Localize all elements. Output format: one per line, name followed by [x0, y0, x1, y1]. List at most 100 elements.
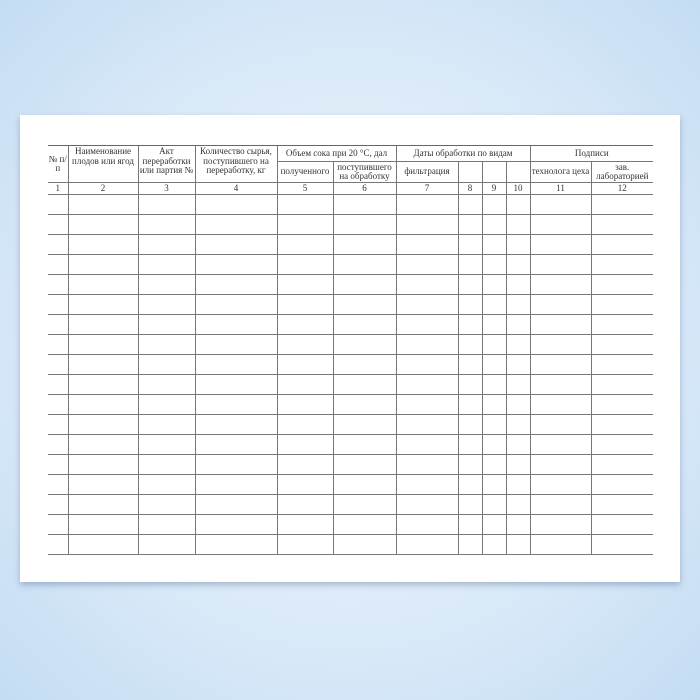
table-cell[interactable]	[194, 314, 278, 335]
table-cell[interactable]	[276, 254, 334, 275]
table-cell[interactable]	[67, 214, 139, 235]
table-cell[interactable]	[332, 194, 397, 215]
table-cell[interactable]	[194, 334, 278, 355]
table-cell[interactable]	[137, 494, 196, 515]
table-cell[interactable]	[481, 454, 507, 475]
table-cell[interactable]	[276, 474, 334, 495]
table-cell[interactable]	[457, 314, 483, 335]
table-cell[interactable]	[67, 434, 139, 455]
table-cell[interactable]	[332, 514, 397, 535]
table-cell[interactable]	[505, 454, 531, 475]
table-cell[interactable]	[529, 474, 592, 495]
table-cell[interactable]	[332, 414, 397, 435]
table-cell[interactable]	[505, 374, 531, 395]
table-cell[interactable]	[457, 274, 483, 295]
table-cell[interactable]	[590, 194, 654, 215]
table-cell[interactable]	[505, 354, 531, 375]
table-cell[interactable]	[332, 434, 397, 455]
table-cell[interactable]	[395, 454, 459, 475]
table-cell[interactable]	[590, 494, 654, 515]
table-cell[interactable]	[332, 234, 397, 255]
table-cell[interactable]	[395, 474, 459, 495]
table-cell[interactable]	[505, 434, 531, 455]
table-cell[interactable]	[67, 314, 139, 335]
table-cell[interactable]	[529, 374, 592, 395]
table-cell[interactable]	[137, 274, 196, 295]
table-cell[interactable]	[332, 334, 397, 355]
table-cell[interactable]	[505, 254, 531, 275]
table-cell[interactable]	[137, 314, 196, 335]
table-cell[interactable]	[194, 494, 278, 515]
table-cell[interactable]	[505, 534, 531, 555]
table-cell[interactable]	[332, 534, 397, 555]
table-cell[interactable]	[48, 354, 69, 375]
table-cell[interactable]	[481, 274, 507, 295]
table-cell[interactable]	[481, 194, 507, 215]
table-cell[interactable]	[67, 374, 139, 395]
table-cell[interactable]	[481, 354, 507, 375]
table-cell[interactable]	[457, 374, 483, 395]
table-cell[interactable]	[505, 494, 531, 515]
table-cell[interactable]	[395, 314, 459, 335]
table-cell[interactable]	[457, 434, 483, 455]
table-cell[interactable]	[194, 354, 278, 375]
table-cell[interactable]	[67, 514, 139, 535]
table-cell[interactable]	[137, 434, 196, 455]
table-cell[interactable]	[67, 414, 139, 435]
table-cell[interactable]	[505, 334, 531, 355]
table-cell[interactable]	[457, 534, 483, 555]
table-cell[interactable]	[457, 214, 483, 235]
table-cell[interactable]	[137, 234, 196, 255]
table-cell[interactable]	[505, 474, 531, 495]
table-cell[interactable]	[332, 254, 397, 275]
table-cell[interactable]	[529, 414, 592, 435]
table-cell[interactable]	[505, 214, 531, 235]
table-cell[interactable]	[332, 214, 397, 235]
table-cell[interactable]	[590, 354, 654, 375]
table-cell[interactable]	[590, 274, 654, 295]
table-cell[interactable]	[194, 254, 278, 275]
table-cell[interactable]	[505, 274, 531, 295]
table-cell[interactable]	[529, 254, 592, 275]
table-cell[interactable]	[67, 534, 139, 555]
table-cell[interactable]	[137, 534, 196, 555]
table-cell[interactable]	[529, 354, 592, 375]
table-cell[interactable]	[395, 194, 459, 215]
table-cell[interactable]	[194, 274, 278, 295]
table-cell[interactable]	[529, 294, 592, 315]
table-cell[interactable]	[590, 334, 654, 355]
table-cell[interactable]	[48, 314, 69, 335]
table-cell[interactable]	[481, 214, 507, 235]
table-cell[interactable]	[395, 274, 459, 295]
table-cell[interactable]	[395, 354, 459, 375]
table-cell[interactable]	[457, 414, 483, 435]
table-cell[interactable]	[395, 234, 459, 255]
table-cell[interactable]	[137, 474, 196, 495]
table-cell[interactable]	[194, 374, 278, 395]
table-cell[interactable]	[276, 454, 334, 475]
table-cell[interactable]	[276, 314, 334, 335]
table-cell[interactable]	[194, 394, 278, 415]
table-cell[interactable]	[48, 414, 69, 435]
table-cell[interactable]	[48, 214, 69, 235]
table-cell[interactable]	[137, 214, 196, 235]
table-cell[interactable]	[276, 354, 334, 375]
table-cell[interactable]	[395, 534, 459, 555]
table-cell[interactable]	[505, 294, 531, 315]
table-cell[interactable]	[137, 394, 196, 415]
table-cell[interactable]	[481, 254, 507, 275]
table-cell[interactable]	[194, 454, 278, 475]
table-cell[interactable]	[505, 514, 531, 535]
table-cell[interactable]	[590, 214, 654, 235]
table-cell[interactable]	[457, 454, 483, 475]
table-cell[interactable]	[194, 534, 278, 555]
table-cell[interactable]	[332, 354, 397, 375]
table-cell[interactable]	[590, 374, 654, 395]
table-cell[interactable]	[276, 494, 334, 515]
table-cell[interactable]	[276, 214, 334, 235]
table-cell[interactable]	[67, 474, 139, 495]
table-cell[interactable]	[395, 374, 459, 395]
table-cell[interactable]	[457, 254, 483, 275]
table-cell[interactable]	[276, 514, 334, 535]
table-cell[interactable]	[481, 494, 507, 515]
